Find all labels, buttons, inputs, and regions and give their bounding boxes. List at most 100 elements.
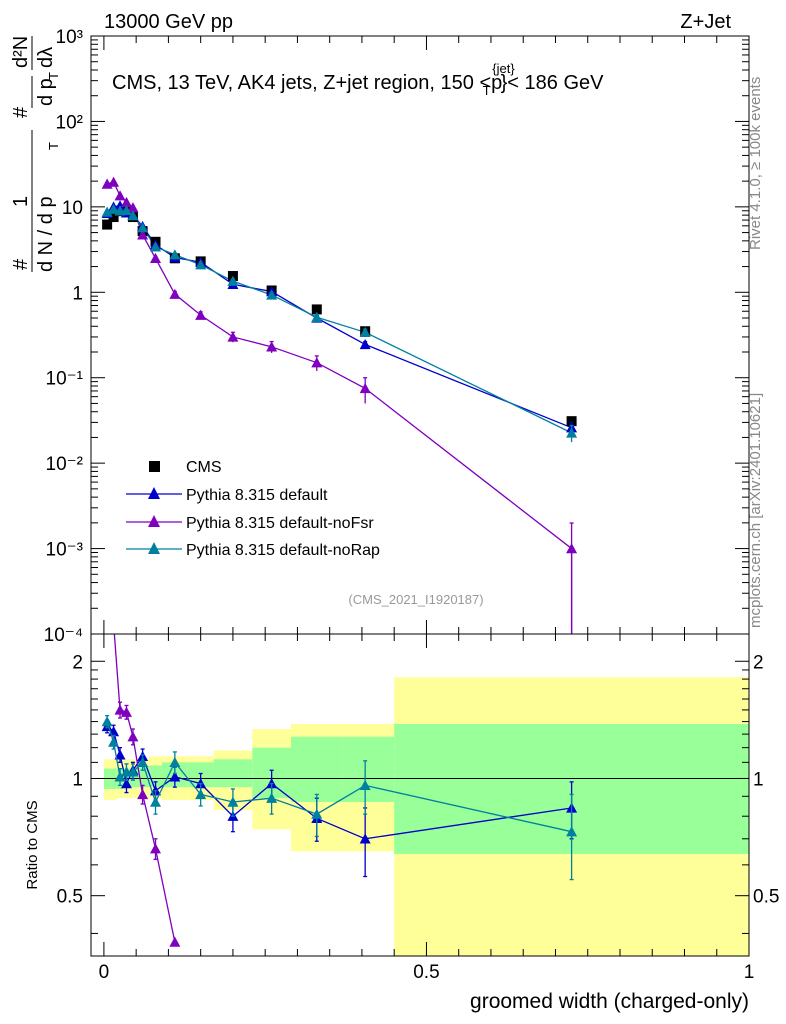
line-pythia-8-315-default — [106, 205, 572, 429]
band-green-11 — [290, 736, 343, 803]
ytick-label-4: 1 — [72, 283, 83, 304]
ratio-point-pythia-8-315-default-norap-1 — [108, 736, 120, 747]
title-sub: T — [483, 83, 491, 98]
ratio-bands — [91, 677, 749, 956]
point-pythia-8-315-default-nofsr-8 — [195, 309, 207, 320]
ratio-frame — [90, 633, 750, 957]
point-pythia-8-315-default-norap-9 — [227, 275, 239, 286]
ylabel-hash1: # — [10, 258, 32, 270]
mcplots-label: mcplots.cern.ch [arXiv:2401.10621] — [747, 393, 764, 628]
xtick-label-0: 0 — [99, 962, 110, 983]
ratio-series — [101, 634, 578, 947]
ylabel-one: 1 — [10, 196, 32, 207]
point-pythia-8-315-default-norap-3 — [120, 204, 132, 216]
ytick-label-3: 10⁻¹ — [46, 369, 84, 390]
legend-marker-cms — [149, 461, 160, 472]
band-green-9 — [213, 759, 253, 788]
rytick-label-l-2: 2 — [72, 652, 83, 673]
ratio-point-pythia-8-315-default-nofsr-6 — [150, 843, 162, 854]
ratio-point-pythia-8-315-default-7 — [169, 771, 181, 782]
legend-marker-nofsr — [148, 515, 160, 527]
ratio-point-pythia-8-315-default-nofsr-7 — [169, 936, 181, 947]
ytick-label-2: 10⁻² — [46, 454, 84, 475]
point-cms-11 — [311, 304, 322, 315]
title-end: }< 186 GeV — [501, 72, 605, 94]
ratio-point-pythia-8-315-default-norap-6 — [150, 796, 162, 807]
legend-label-nofsr: Pythia 8.315 default-noFsr — [186, 515, 374, 532]
point-pythia-8-315-default-nofsr-5 — [137, 229, 149, 240]
ratio-point-pythia-8-315-default-norap-10 — [266, 792, 278, 803]
ratio-line-pythia-8-315-default-nofsr — [113, 634, 176, 943]
rivet-label: Rivet 4.1.0, ≥ 100k events — [747, 77, 764, 250]
axes-frames — [90, 35, 750, 957]
ylabel-hash2: # — [10, 106, 32, 118]
point-pythia-8-315-default-norap-6 — [150, 241, 162, 252]
point-pythia-8-315-default-norap-1 — [108, 203, 120, 214]
ratio-point-pythia-8-315-default-nofsr-2 — [114, 704, 126, 715]
ratio-point-pythia-8-315-default-nofsr-5 — [137, 788, 149, 800]
point-pythia-8-315-default-nofsr-4 — [127, 202, 139, 213]
point-pythia-8-315-default-nofsr-6 — [150, 252, 162, 263]
legend-label-default: Pythia 8.315 default — [186, 487, 328, 504]
ylabel-sub-t2: T — [46, 72, 61, 80]
point-pythia-8-315-default-nofsr-7 — [169, 288, 181, 299]
ytick-label-0: 10⁻⁴ — [44, 625, 83, 646]
xlabel: groomed width (charged-only) — [470, 990, 749, 1013]
title-main: CMS, 13 TeV, AK4 jets, Z+jet region, 150… — [112, 72, 502, 94]
ratio-group-pythia-8-315-default-norap — [101, 714, 578, 881]
ratio-point-pythia-8-315-default-norap-2 — [114, 771, 126, 782]
band-green-12 — [342, 736, 395, 803]
point-pythia-8-315-default-norap-10 — [266, 289, 278, 300]
chart-title: CMS, 13 TeV, AK4 jets, Z+jet region, 150… — [112, 61, 604, 98]
legend-label-norap: Pythia 8.315 default-noRap — [186, 542, 380, 559]
ytick-label-1: 10⁻³ — [46, 540, 84, 561]
rytick-label-l-0: 0.5 — [57, 887, 83, 908]
point-pythia-8-315-default-nofsr-9 — [227, 331, 239, 342]
point-pythia-8-315-default-norap-11 — [311, 311, 323, 322]
line-pythia-8-315-default-norap — [106, 208, 572, 434]
ratio-point-pythia-8-315-default-norap-5 — [137, 756, 149, 768]
ratio-point-pythia-8-315-default-norap-8 — [195, 788, 207, 800]
rytick-label-r-1: 1 — [753, 769, 764, 790]
watermark: (CMS_2021_I1920187) — [348, 592, 483, 607]
legend: CMS Pythia 8.315 default Pythia 8.315 de… — [126, 459, 380, 559]
header-right: Z+Jet — [680, 11, 731, 33]
ratio-line-pythia-8-315-default — [106, 725, 572, 840]
point-pythia-8-315-default-nofsr-3 — [120, 196, 132, 207]
point-pythia-8-315-default-norap-0 — [101, 206, 113, 217]
point-pythia-8-315-default-nofsr-2 — [114, 190, 126, 201]
point-pythia-8-315-default-norap-5 — [137, 222, 149, 233]
ratio-point-pythia-8-315-default-nofsr-4 — [127, 731, 139, 742]
xtick-label-1: 0.5 — [413, 962, 439, 983]
ylabel-dlambda: dλ — [35, 47, 57, 68]
legend-marker-default — [148, 487, 160, 499]
title-sup: {jet} — [492, 61, 515, 76]
header-left: 13000 GeV pp — [104, 11, 233, 33]
ratio-group-pythia-8-315-default-nofsr — [113, 634, 181, 947]
point-pythia-8-315-default-norap-8 — [195, 259, 207, 270]
point-pythia-8-315-default-norap-12 — [359, 326, 371, 337]
point-pythia-8-315-default-nofsr-12 — [359, 382, 371, 394]
ratio-point-pythia-8-315-default-norap-9 — [227, 796, 239, 807]
ylabel-dn-dp: d N / d p — [35, 196, 57, 272]
point-pythia-8-315-default-nofsr-11 — [311, 357, 323, 368]
ytick-label-7: 10³ — [56, 27, 83, 48]
point-pythia-8-315-default-12 — [359, 338, 371, 350]
point-pythia-8-315-default-norap-13 — [566, 427, 578, 438]
rytick-label-r-0: 0.5 — [753, 887, 779, 908]
point-pythia-8-315-default-norap-4 — [127, 210, 139, 221]
ratio-point-pythia-8-315-default-norap-7 — [169, 756, 181, 768]
point-pythia-8-315-default-nofsr-10 — [266, 341, 278, 352]
ylabel-d2n: d²N — [10, 36, 32, 68]
ratio-point-pythia-8-315-default-norap-13 — [566, 826, 578, 837]
rytick-label-l-1: 1 — [72, 769, 83, 790]
ratio-point-pythia-8-315-default-12 — [359, 833, 371, 844]
point-pythia-8-315-default-norap-7 — [169, 249, 181, 260]
upper-ylabel: # 1 d N / d p T # d p T d²N dλ — [10, 36, 61, 272]
point-cms-13 — [566, 416, 577, 427]
rytick-label-r-2: 2 — [753, 652, 764, 673]
ytick-label-6: 10² — [56, 112, 83, 133]
ratio-point-pythia-8-315-default-norap-4 — [127, 766, 139, 777]
point-pythia-8-315-default-nofsr-13 — [566, 543, 578, 554]
